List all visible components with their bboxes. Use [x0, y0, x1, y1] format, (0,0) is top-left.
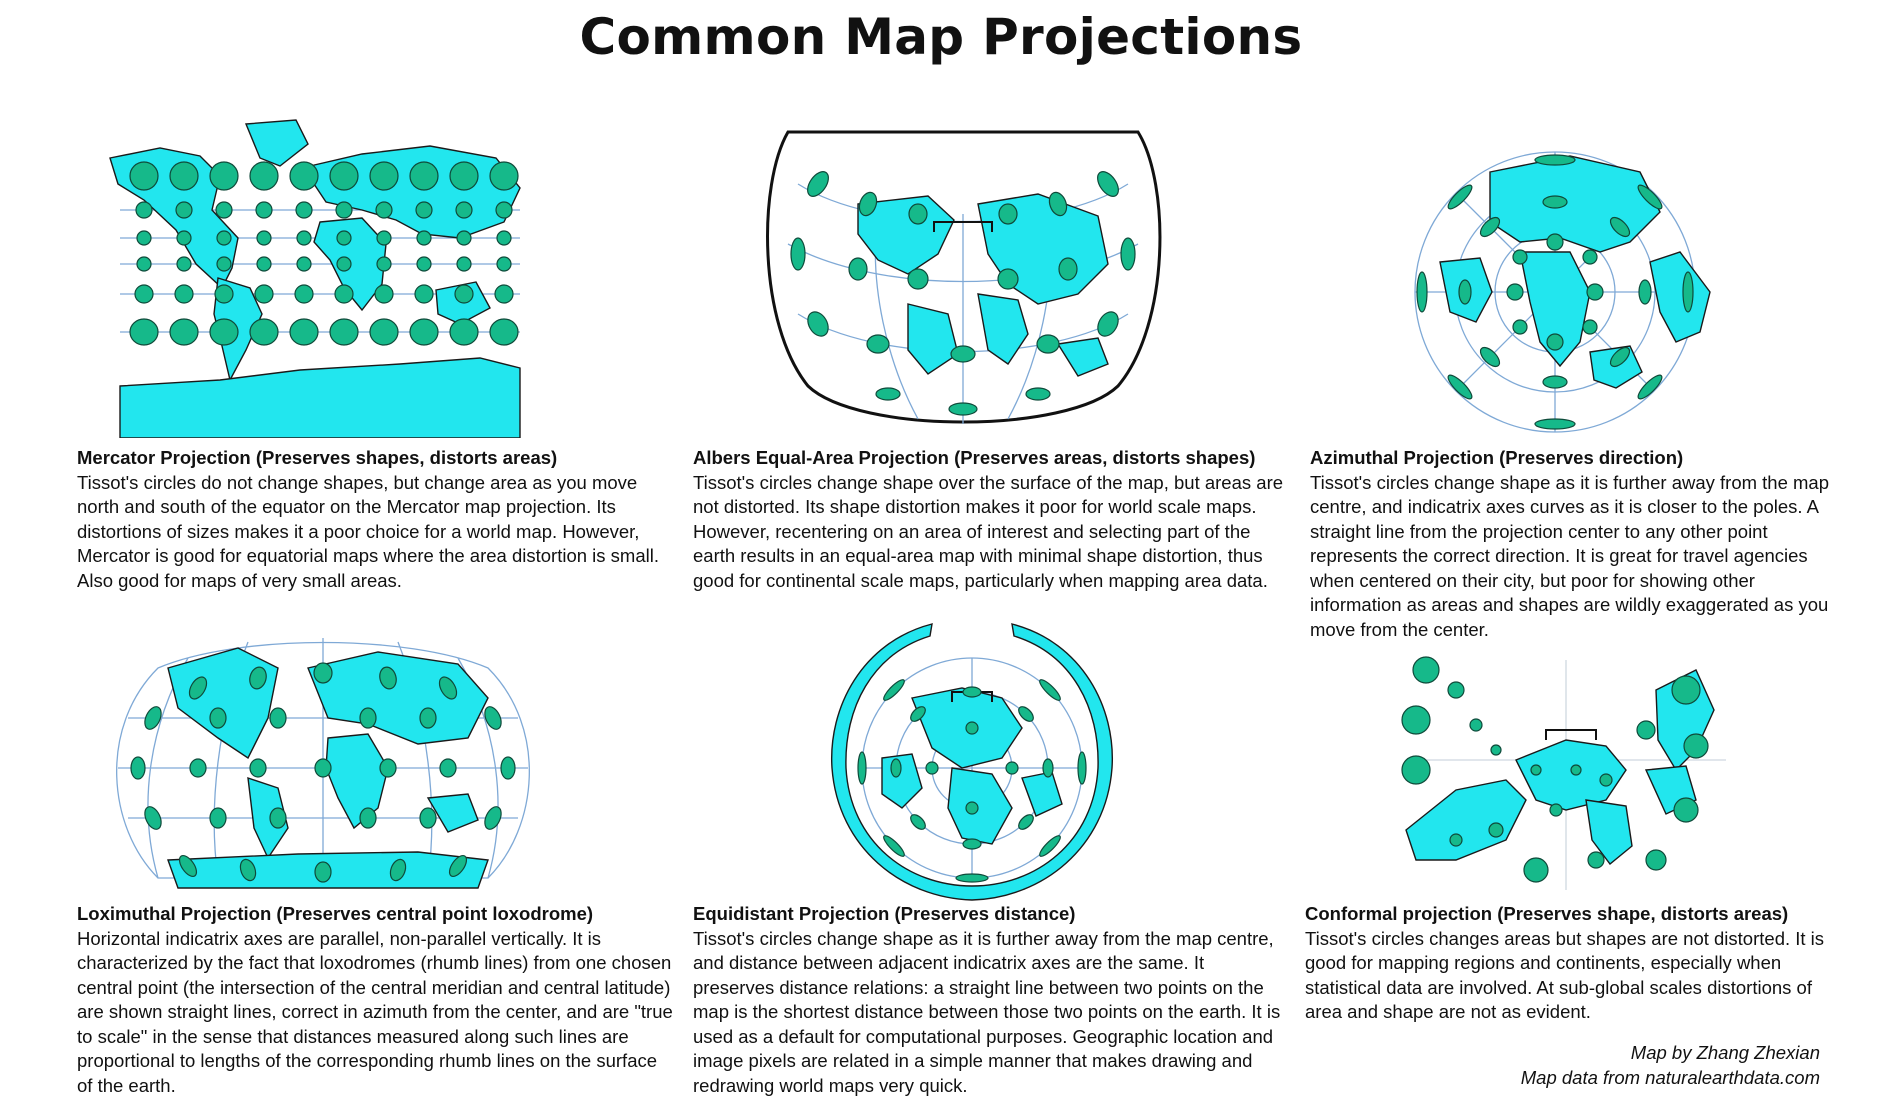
loximuthal-description: Horizontal indicatrix axes are parallel,…	[77, 927, 673, 1096]
equidistant-map	[831, 623, 1113, 901]
loximuthal-map	[116, 638, 530, 889]
loximuthal-frame	[116, 641, 530, 879]
equidistant-caption: Equidistant Projection (Preserves distan…	[693, 902, 1283, 1098]
azimuthal-heading: Azimuthal Projection (Preserves directio…	[1310, 447, 1684, 468]
page-title: Common Map Projections	[579, 8, 1303, 66]
loximuthal-tissot-indicatrices	[130, 662, 516, 883]
mercator-description: Tissot's circles do not change shapes, b…	[77, 471, 659, 591]
mercator-tissot-indicatrices	[129, 161, 519, 346]
equidistant-landmasses	[881, 687, 1063, 845]
conformal-tissot-indicatrices	[1401, 656, 1709, 883]
equidistant-description: Tissot's circles change shape as it is f…	[693, 927, 1281, 1096]
azimuthal-caption: Azimuthal Projection (Preserves directio…	[1310, 446, 1850, 642]
equidistant-heading: Equidistant Projection (Preserves distan…	[693, 903, 1076, 924]
conformal-map	[1401, 656, 1726, 890]
conformal-description: Tissot's circles changes areas but shape…	[1305, 927, 1825, 1023]
albers-description: Tissot's circles change shape over the s…	[693, 471, 1284, 591]
albers-map	[766, 130, 1162, 424]
conformal-caption: Conformal projection (Preserves shape, d…	[1305, 902, 1845, 1025]
credits: Map by Zhang Zhexian Map data from natur…	[1521, 1040, 1820, 1090]
equidistant-outer-band	[831, 623, 1113, 901]
mercator-caption: Mercator Projection (Preserves shapes, d…	[77, 446, 667, 593]
azimuthal-description: Tissot's circles change shape as it is f…	[1310, 471, 1830, 640]
albers-caption: Albers Equal-Area Projection (Preserves …	[693, 446, 1283, 593]
albers-tissot-indicatrices	[790, 171, 1136, 416]
albers-heading: Albers Equal-Area Projection (Preserves …	[693, 447, 1256, 468]
azimuthal-map	[1414, 151, 1711, 433]
author-credit: Map by Zhang Zhexian	[1630, 1042, 1820, 1063]
loximuthal-caption: Loximuthal Projection (Preserves central…	[77, 902, 675, 1098]
loximuthal-heading: Loximuthal Projection (Preserves central…	[77, 903, 594, 924]
equidistant-tissot-indicatrices	[857, 679, 1087, 883]
azimuthal-tissot-indicatrices	[1416, 154, 1694, 430]
mercator-heading: Mercator Projection (Preserves shapes, d…	[77, 447, 558, 468]
data-source-credit: Map data from naturalearthdata.com	[1520, 1067, 1820, 1088]
conformal-heading: Conformal projection (Preserves shape, d…	[1305, 903, 1789, 924]
mercator-map	[109, 119, 521, 438]
